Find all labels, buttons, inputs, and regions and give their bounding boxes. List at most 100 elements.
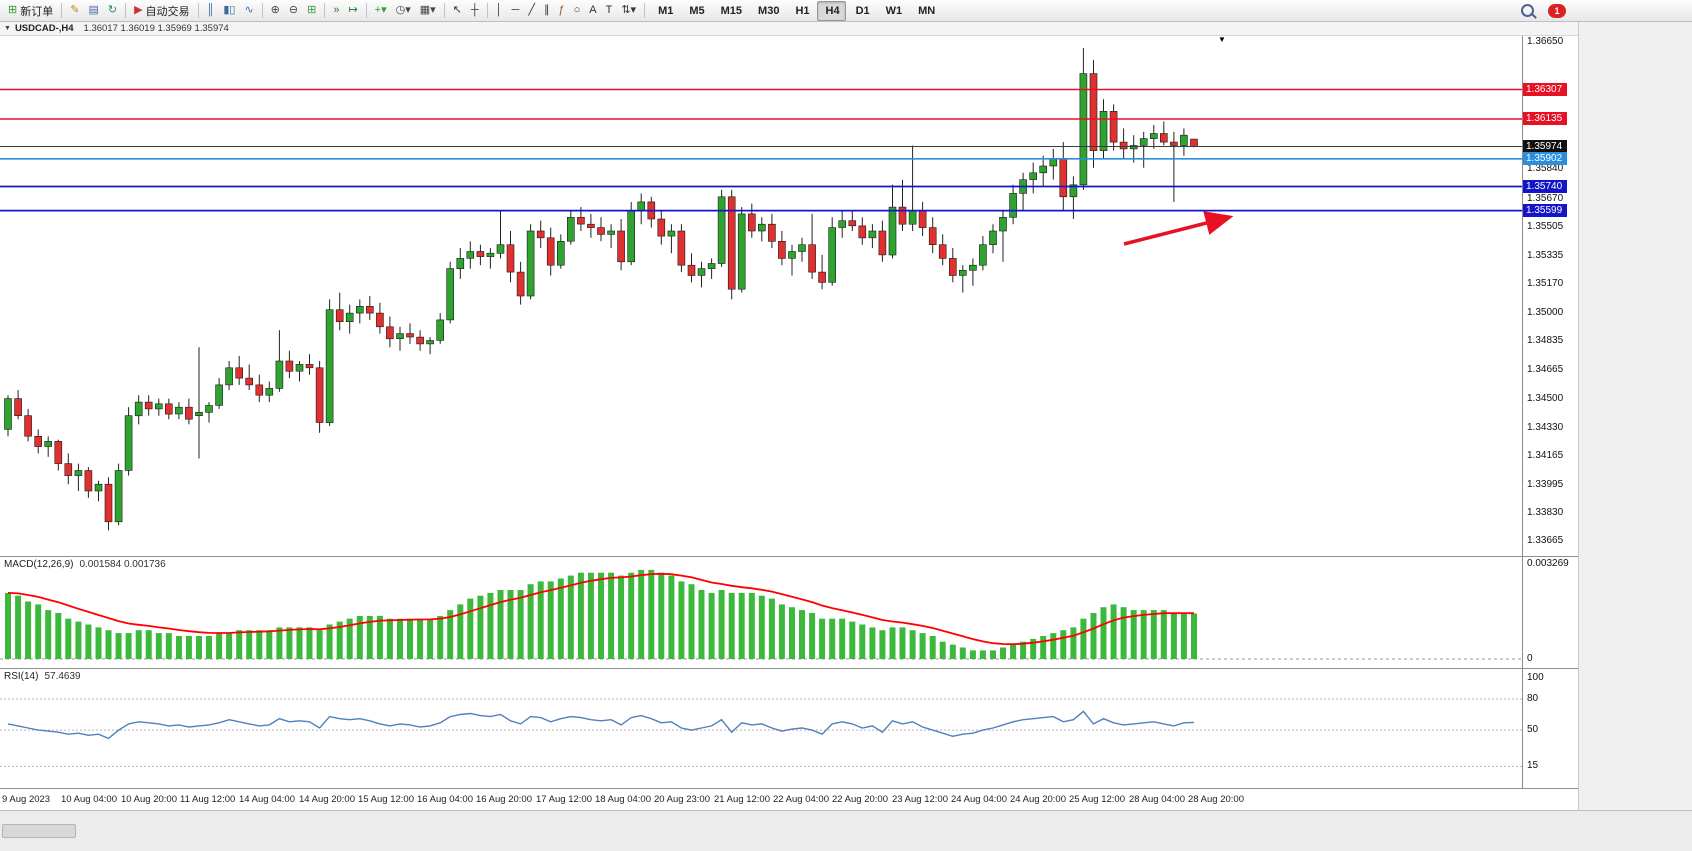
price-axis[interactable]: 1.36650 1.35840 1.35670 1.35505 1.35335 1.351…	[1522, 36, 1577, 556]
toolbar-icon-glyph: ↦	[348, 4, 358, 16]
rsi-plot-area: RSI(14) 57.4639	[0, 669, 1522, 788]
price-axis-label: 1.34835	[1527, 335, 1564, 346]
toolbar-icon-glyph: ↻	[107, 4, 118, 16]
arrows-icon[interactable]: ⇅▾	[617, 1, 640, 21]
time-axis-label: 23 Aug 12:00	[892, 794, 948, 805]
toolbar-icon-glyph: ▤	[88, 4, 99, 16]
chart-shift-marker[interactable]: ▼	[1218, 36, 1226, 44]
chart-title-bar[interactable]: ▼ USDCAD-,H4 1.36017 1.36019 1.35969 1.3…	[0, 22, 1578, 36]
price-panel: ▼ 1.36650 1.35840 1.35670 1.35505 1.35335 1.3…	[0, 36, 1578, 556]
price-axis-label: 1.34500	[1527, 393, 1564, 404]
toolbar-item-label: 自动交易	[145, 5, 190, 18]
candlestick-chart-icon[interactable]: ▮▯	[219, 1, 239, 21]
autotrading-button[interactable]: ▶ 自动交易	[130, 1, 193, 21]
timeframe-mn[interactable]: MN	[909, 1, 941, 21]
metaeditor-icon[interactable]: ✎	[66, 1, 83, 21]
zoom-out-icon[interactable]: ⊖	[285, 1, 302, 21]
toolbar-separator	[486, 3, 488, 18]
bottom-bar	[0, 810, 1692, 851]
candlestick-chart[interactable]	[0, 36, 1522, 556]
workspace-background	[1578, 22, 1692, 810]
bar-chart-icon[interactable]: ║	[203, 1, 219, 21]
tile-windows-icon[interactable]: ⊞	[303, 1, 320, 21]
new-chart-icon[interactable]: +▾	[371, 1, 391, 21]
rsi-value: 57.4639	[44, 671, 81, 682]
search-icon[interactable]	[1521, 4, 1534, 17]
macd-panel: MACD(12,26,9) 0.001584 0.001736 0.003269 …	[0, 556, 1578, 668]
timeframe-h4[interactable]: H4	[816, 0, 846, 21]
market-watch-icon[interactable]: ▤	[84, 1, 102, 21]
horizontal-scrollbar-thumb[interactable]	[2, 824, 76, 838]
timeframe-m1[interactable]: M1	[649, 1, 679, 21]
time-axis-label: 22 Aug 20:00	[832, 794, 888, 805]
toolbar-item-label: M1	[658, 4, 674, 17]
toolbar-icon-glyph: ↖	[452, 4, 462, 16]
macd-axis-max-label: 0.003269	[1527, 558, 1569, 569]
toolbar-icon-glyph: ✎	[70, 4, 80, 16]
timeframe-w1[interactable]: W1	[877, 1, 909, 21]
macd-axis[interactable]: 0.003269 0	[1522, 557, 1577, 668]
zoom-in-icon[interactable]: ⊕	[267, 1, 284, 21]
rsi-axis[interactable]: 100 80 50 15	[1522, 669, 1577, 788]
price-axis-label: 1.36650	[1527, 36, 1564, 47]
macd-label: MACD(12,26,9)	[4, 559, 74, 570]
chart-symbol-title: USDCAD-,H4	[14, 23, 74, 34]
toolbar-icon-glyph: ▦▾	[419, 4, 436, 16]
notifications-badge[interactable]: 1	[1548, 3, 1566, 18]
main-toolbar: ⊞ 新订单 ✎ ▤ ↻	[0, 0, 1692, 22]
toolbar-separator	[125, 3, 127, 18]
text-icon[interactable]: A	[585, 1, 600, 21]
rsi-panel: RSI(14) 57.4639 100 80 50 15	[0, 668, 1578, 788]
timeframe-m15[interactable]: M15	[712, 1, 748, 21]
macd-axis-zero-label: 0	[1527, 653, 1533, 664]
toolbar-icon-glyph: ─	[511, 4, 520, 16]
rsi-indicator-label: RSI(14) 57.4639	[4, 671, 81, 682]
chart-window: ▼ USDCAD-,H4 1.36017 1.36019 1.35969 1.3…	[0, 22, 1578, 810]
timeframe-m30[interactable]: M30	[749, 1, 785, 21]
toolbar-separator	[197, 3, 199, 18]
timeframe-m5[interactable]: M5	[680, 1, 710, 21]
time-axis-label: 14 Aug 04:00	[239, 794, 295, 805]
timeframe-d1[interactable]: D1	[847, 1, 876, 21]
toolbar-item-label: W1	[885, 4, 903, 17]
toolbar-icon-glyph: ⇅▾	[621, 4, 637, 16]
trend-arrow-annotation	[1123, 211, 1234, 246]
trendline-icon[interactable]: ╱	[524, 1, 539, 21]
shapes-icon[interactable]: ○	[570, 1, 585, 21]
auto-scroll-icon[interactable]: »	[329, 1, 343, 21]
cursor-icon[interactable]: ↖	[449, 1, 466, 21]
time-axis-label: 25 Aug 12:00	[1069, 794, 1125, 805]
time-axis-label: 17 Aug 12:00	[536, 794, 592, 805]
vertical-line-icon[interactable]: │	[492, 1, 507, 21]
new-order-button[interactable]: ⊞ 新订单	[4, 1, 57, 21]
price-axis-label: 1.33830	[1527, 507, 1564, 518]
time-axis-label: 18 Aug 04:00	[595, 794, 651, 805]
periods-icon[interactable]: ◷▾	[392, 1, 415, 21]
price-line-badge: 1.35974	[1523, 140, 1567, 153]
toolbar-icon-glyph: +▾	[374, 4, 387, 16]
timeframe-h1[interactable]: H1	[786, 1, 815, 21]
rsi-axis-label: 80	[1527, 693, 1539, 704]
equidistant-channel-icon[interactable]: ∥	[540, 1, 554, 21]
text-label-icon[interactable]: T	[602, 1, 617, 21]
templates-icon[interactable]: ▦▾	[416, 1, 440, 21]
price-line-badge: 1.35599	[1523, 204, 1567, 217]
time-axis-label: 14 Aug 20:00	[299, 794, 355, 805]
rsi-axis-label: 50	[1527, 724, 1539, 735]
time-axis[interactable]: 9 Aug 2023 10 Aug 04:00 10 Aug 20:00 11 Aug…	[0, 788, 1578, 810]
collapse-icon[interactable]: ▼	[4, 25, 11, 32]
toolbar-icon-glyph: ┼	[470, 4, 479, 16]
rsi-label: RSI(14)	[4, 671, 39, 682]
macd-chart[interactable]	[0, 557, 1522, 668]
fibonacci-icon[interactable]: ƒ	[554, 1, 568, 21]
toolbar-separator	[644, 3, 646, 18]
rsi-chart[interactable]	[0, 669, 1522, 788]
line-chart-icon[interactable]: ∿	[240, 1, 257, 21]
toolbar-icon-glyph: ƒ	[558, 4, 565, 16]
macd-plot-area: MACD(12,26,9) 0.001584 0.001736	[0, 557, 1522, 668]
refresh-icon[interactable]: ↻	[104, 1, 121, 21]
horizontal-line-icon[interactable]: ─	[508, 1, 524, 21]
crosshair-icon[interactable]: ┼	[467, 1, 483, 21]
toolbar-separator	[61, 3, 63, 18]
chart-shift-icon[interactable]: ↦	[344, 1, 361, 21]
